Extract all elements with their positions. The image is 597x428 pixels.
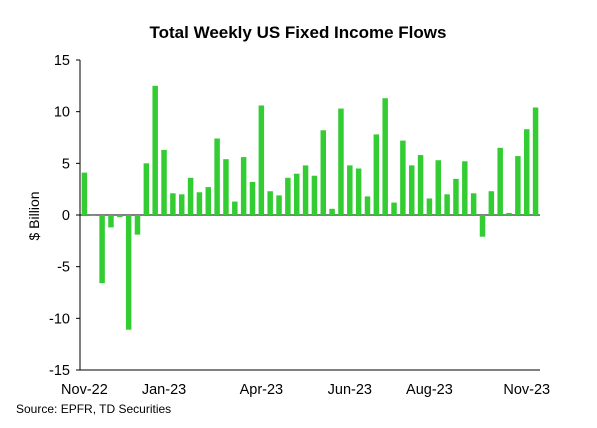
x-tick-label: Nov-22 [61, 382, 108, 398]
bar [108, 215, 114, 228]
bar [355, 168, 362, 215]
bar [170, 193, 176, 215]
bar [426, 198, 433, 215]
bar [497, 147, 503, 215]
bar [90, 215, 97, 217]
bar [408, 165, 415, 215]
x-tick-label: Jan-23 [142, 382, 186, 398]
x-tick-label: Nov-23 [503, 382, 550, 398]
bar [196, 192, 203, 215]
y-tick-label: -10 [49, 311, 70, 327]
y-tick-label: 10 [54, 105, 70, 121]
bar [470, 193, 477, 215]
axis-layer: 15 10 5 0 -5 -10 -15 Nov-22 Jan-23 Apr-23 Jun-23 Au… [49, 53, 550, 398]
bar [338, 108, 344, 215]
bar [506, 212, 512, 215]
bar [267, 191, 273, 215]
bar [214, 138, 220, 215]
bar [453, 178, 459, 215]
bar [382, 98, 388, 215]
bar [152, 85, 158, 215]
bar [532, 107, 539, 215]
bar [99, 215, 105, 284]
bar [364, 196, 371, 215]
bar [161, 149, 167, 215]
bar [249, 181, 256, 215]
bar [81, 172, 88, 215]
bar [329, 208, 335, 215]
y-tick-label: -5 [57, 260, 70, 276]
bar [479, 215, 486, 237]
bar [232, 201, 238, 215]
bar [143, 163, 150, 215]
bar [488, 191, 495, 215]
bar [178, 194, 185, 215]
x-tick-label: Jun-23 [328, 382, 372, 398]
bar [302, 165, 309, 215]
bar [347, 165, 353, 215]
bar [391, 202, 397, 215]
bar [276, 195, 282, 215]
x-tick-label: Apr-23 [240, 382, 284, 398]
bar [223, 159, 229, 215]
y-tick-label: 0 [62, 208, 70, 224]
bar [285, 177, 291, 215]
bar [125, 215, 132, 330]
y-tick-label: 15 [54, 53, 70, 69]
bar [523, 129, 530, 215]
source-note: Source: EPFR, TD Securities [16, 402, 171, 416]
bar [462, 161, 468, 215]
bar [117, 215, 123, 218]
bar [311, 175, 318, 215]
bar [187, 177, 194, 215]
bar [444, 194, 450, 215]
bar [205, 187, 212, 215]
bar [320, 130, 327, 215]
y-tick-label: -15 [49, 363, 70, 379]
bar [258, 105, 265, 215]
bar [515, 156, 521, 215]
y-axis-label: $ Billion [26, 191, 42, 240]
bar-layer [81, 85, 539, 330]
bar [134, 215, 141, 235]
bar [240, 157, 247, 215]
bar [373, 134, 380, 215]
bar [293, 173, 300, 215]
bar [400, 140, 406, 215]
chart-title: Total Weekly US Fixed Income Flows [150, 23, 447, 42]
x-tick-label: Aug-23 [406, 382, 453, 398]
bar [417, 155, 424, 215]
bar [435, 160, 442, 215]
y-tick-label: 5 [62, 156, 70, 172]
